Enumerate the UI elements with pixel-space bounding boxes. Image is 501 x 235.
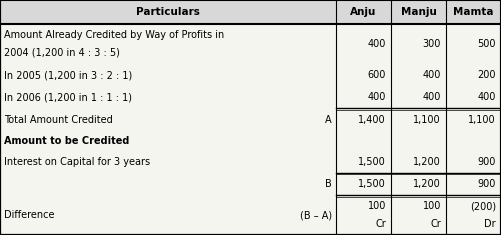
Text: In 2005 (1,200 in 3 : 2 : 1): In 2005 (1,200 in 3 : 2 : 1) [4,70,132,80]
Text: 600: 600 [368,70,386,80]
Text: 400: 400 [368,39,386,49]
Text: 1,400: 1,400 [358,114,386,125]
Text: 900: 900 [477,179,496,189]
Text: Anju: Anju [350,7,377,17]
Text: Mamta: Mamta [453,7,494,17]
Text: Cr: Cr [375,219,386,229]
Bar [0,0,501,24]
Text: 400: 400 [368,92,386,102]
Text: 100: 100 [423,201,441,211]
Text: Total Amount Credited: Total Amount Credited [4,114,113,125]
Text: Particulars: Particulars [136,7,200,17]
Text: Manju: Manju [401,7,436,17]
Text: Cr: Cr [430,219,441,229]
Text: 1,500: 1,500 [358,157,386,167]
Text: 1,200: 1,200 [413,179,441,189]
Text: A: A [325,114,332,125]
Text: In 2006 (1,200 in 1 : 1 : 1): In 2006 (1,200 in 1 : 1 : 1) [4,92,132,102]
Text: 1,100: 1,100 [413,114,441,125]
Text: Dr: Dr [484,219,496,229]
Text: 200: 200 [477,70,496,80]
Text: 900: 900 [477,157,496,167]
Text: 400: 400 [477,92,496,102]
Text: Amount to be Credited: Amount to be Credited [4,136,129,146]
Text: 1,500: 1,500 [358,179,386,189]
Text: (200): (200) [470,201,496,211]
Text: (B – A): (B – A) [300,210,332,220]
Text: Difference: Difference [4,210,55,220]
Text: 1,100: 1,100 [468,114,496,125]
Text: 300: 300 [423,39,441,49]
Text: Interest on Capital for 3 years: Interest on Capital for 3 years [4,157,150,167]
Text: Amount Already Credited by Way of Profits in: Amount Already Credited by Way of Profit… [4,30,224,40]
Text: 2004 (1,200 in 4 : 3 : 5): 2004 (1,200 in 4 : 3 : 5) [4,48,120,58]
Text: 400: 400 [423,92,441,102]
Text: 400: 400 [423,70,441,80]
Text: 100: 100 [368,201,386,211]
Text: 1,200: 1,200 [413,157,441,167]
Text: 500: 500 [477,39,496,49]
Text: B: B [325,179,332,189]
